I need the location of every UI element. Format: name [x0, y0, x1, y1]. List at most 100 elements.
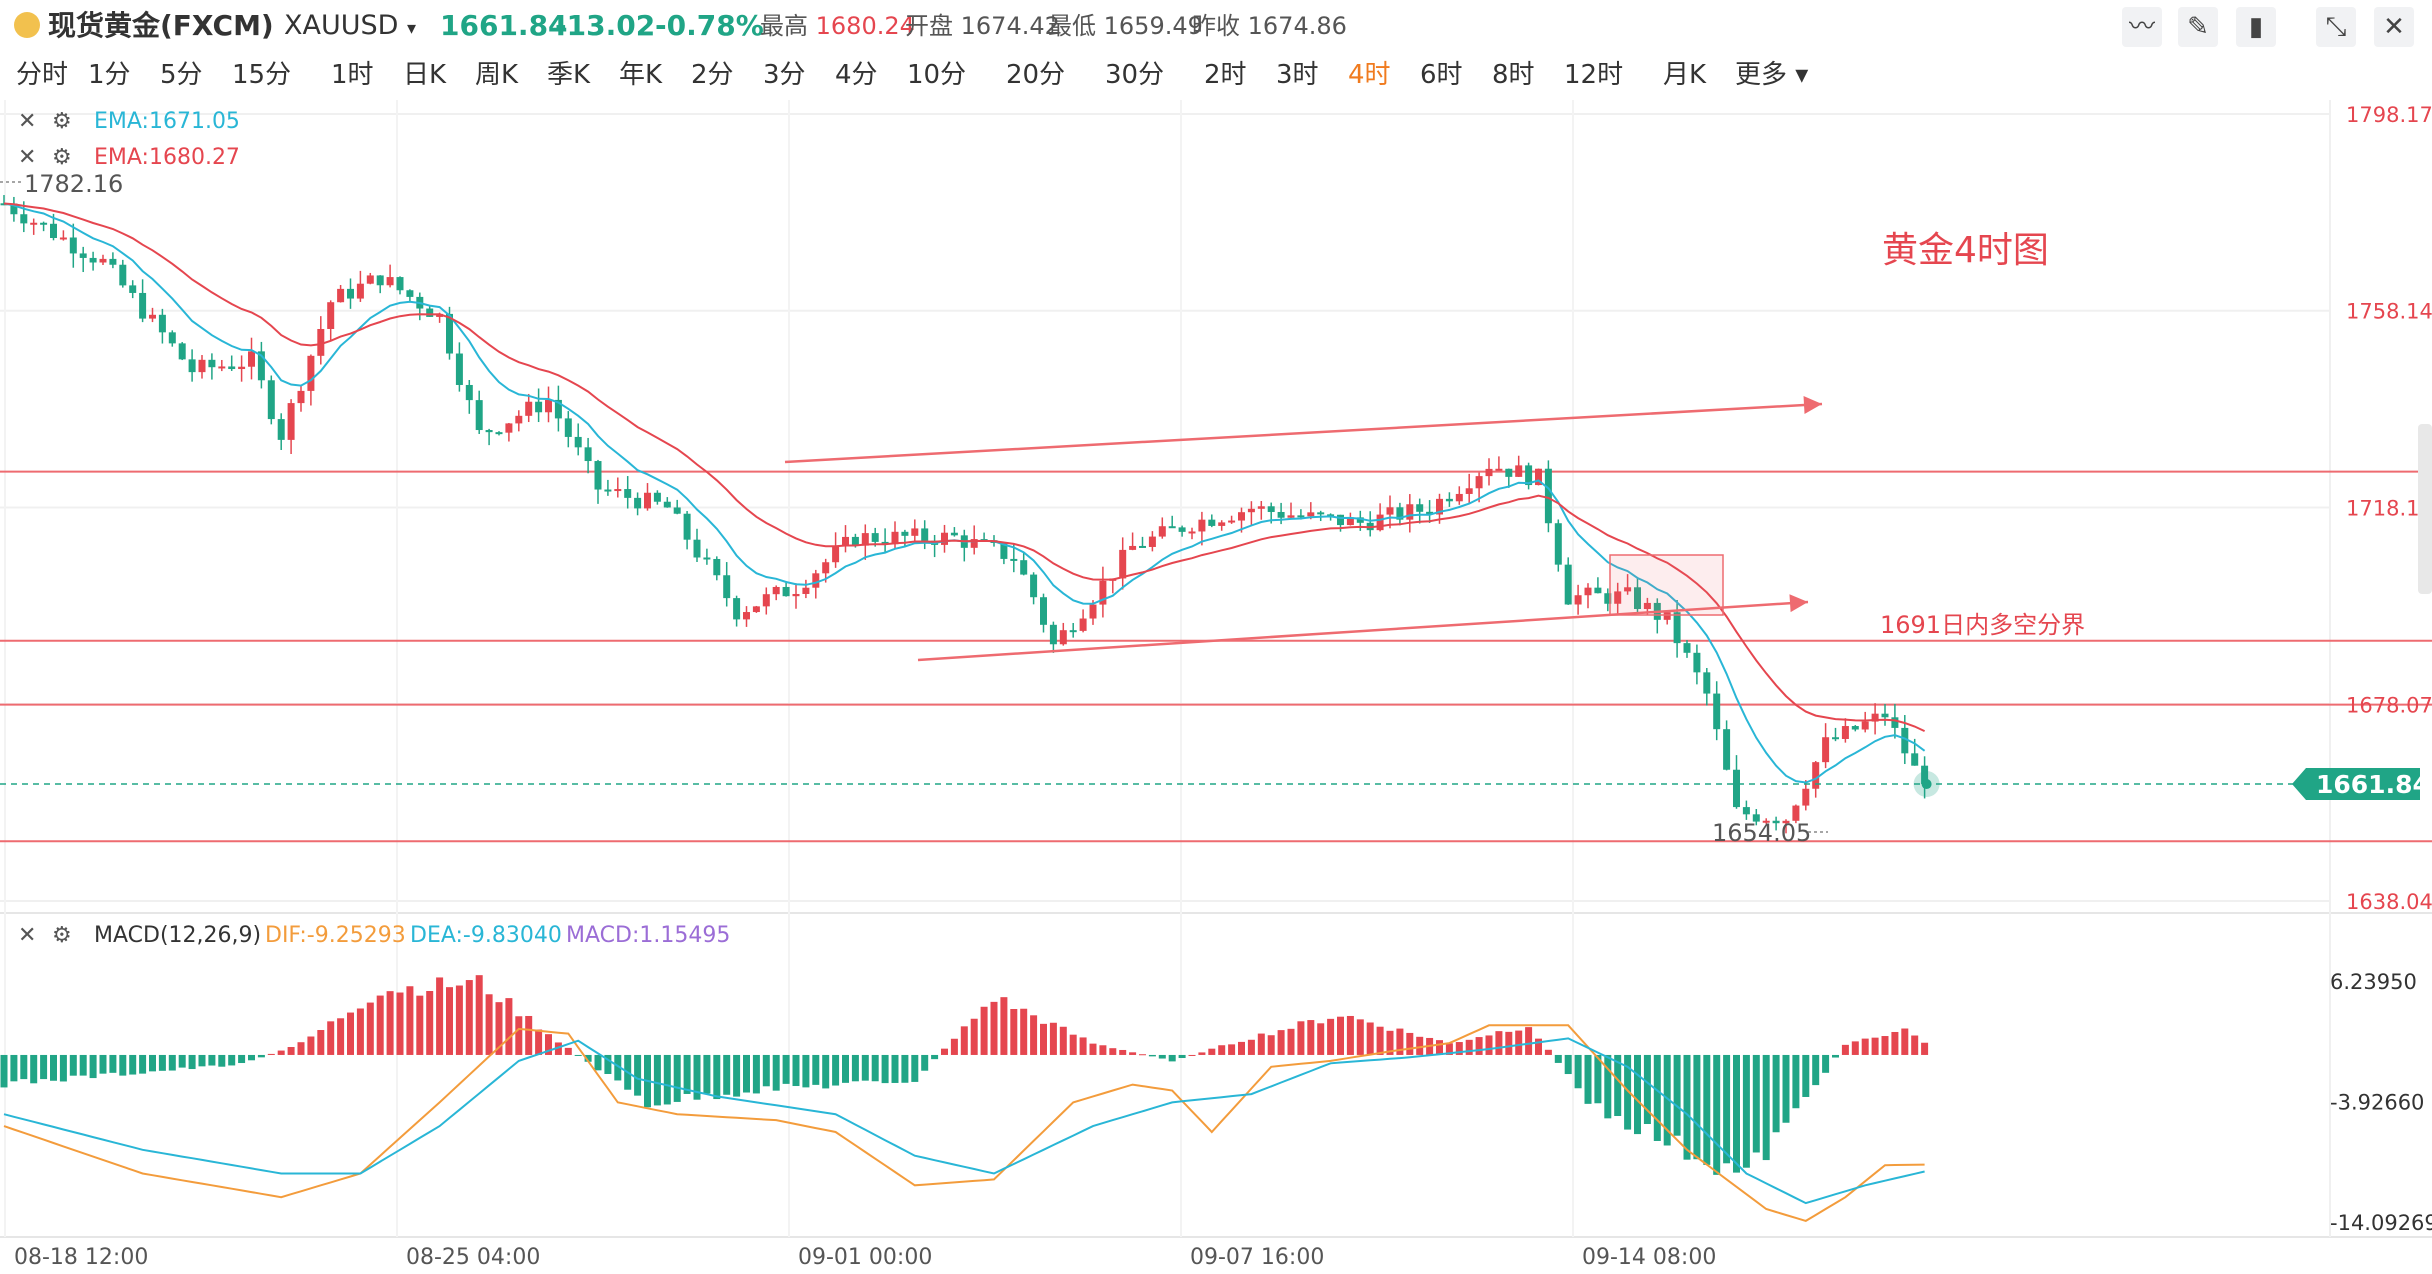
- period-1[interactable]: 1分: [88, 60, 131, 90]
- candle-body-159: [1574, 595, 1582, 605]
- candle-body-170: [1683, 643, 1691, 653]
- instrument-code[interactable]: XAUUSD ▾: [284, 10, 417, 41]
- candle-body-49: [485, 430, 493, 433]
- macd-bar-118: [1168, 1054, 1176, 1062]
- macd-bar-114: [1129, 1052, 1137, 1055]
- period-8[interactable]: 年K: [619, 60, 663, 90]
- candle-body-185: [1832, 737, 1839, 740]
- macd-bar-150: [1485, 1035, 1493, 1055]
- period-13[interactable]: 20分: [1006, 60, 1066, 90]
- candle-body-187: [1851, 726, 1859, 730]
- candle-body-50: [495, 432, 503, 435]
- macd-bar-100: [990, 1001, 998, 1055]
- macd-bar-184: [1822, 1054, 1830, 1073]
- time-axis-label-4: 09-14 08:00: [1582, 1245, 1716, 1270]
- macd-bar-152: [1505, 1031, 1513, 1055]
- period-14[interactable]: 30分: [1105, 60, 1165, 90]
- ema-fast-legend: EMA:1671.05: [94, 109, 240, 134]
- macd-bar-91: [901, 1054, 909, 1083]
- candle-icon[interactable]: ▮: [2236, 7, 2276, 47]
- instrument-name: 现货黄金(FXCM): [48, 9, 274, 42]
- candle-body-78: [772, 586, 780, 595]
- candle-body-171: [1693, 652, 1701, 673]
- expand-icon[interactable]: ⤡: [2316, 7, 2356, 47]
- macd-bar-107: [1059, 1026, 1067, 1055]
- macd-close-icon: ✕: [18, 923, 36, 948]
- macd-bar-2: [20, 1054, 28, 1080]
- period-9[interactable]: 2分: [691, 60, 734, 90]
- candle-body-31: [307, 355, 315, 391]
- period-7[interactable]: 季K: [547, 60, 591, 90]
- candle-body-22: [218, 366, 226, 369]
- candle-body-147: [1455, 493, 1463, 502]
- candle-body-52: [515, 415, 523, 424]
- macd-dea-legend: DEA:-9.83040: [410, 923, 562, 948]
- candle-body-127: [1257, 506, 1265, 509]
- pencil-icon[interactable]: ✎: [2178, 7, 2218, 47]
- candle-body-76: [752, 606, 760, 613]
- macd-bar-88: [871, 1054, 879, 1082]
- period-21[interactable]: 月K: [1663, 60, 1707, 90]
- period-19[interactable]: 8时: [1492, 60, 1535, 90]
- macd-axis-label-1: -3.92660: [2330, 1091, 2424, 1115]
- macd-bar-101: [1000, 997, 1008, 1055]
- upper-trend-line: [784, 402, 1823, 464]
- period-5[interactable]: 日K: [403, 60, 447, 90]
- macd-bar-187: [1851, 1041, 1859, 1055]
- period-3[interactable]: 15分: [232, 60, 292, 90]
- candle-body-51: [505, 423, 513, 433]
- macd-bar-47: [465, 980, 473, 1055]
- period-0[interactable]: 分时: [16, 60, 69, 90]
- macd-bar-132: [1307, 1020, 1315, 1055]
- period-6[interactable]: 周K: [475, 60, 519, 90]
- close-icon[interactable]: ✕: [2374, 7, 2414, 47]
- candle-body-181: [1792, 805, 1800, 821]
- candle-body-173: [1713, 693, 1721, 730]
- period-17[interactable]: 4时: [1348, 60, 1391, 90]
- macd-bar-58: [574, 1054, 582, 1056]
- period-18[interactable]: 6时: [1420, 60, 1463, 90]
- macd-bar-16: [158, 1054, 166, 1071]
- candle-body-182: [1802, 788, 1810, 806]
- period-15[interactable]: 2时: [1204, 60, 1247, 90]
- candle-body-131: [1297, 515, 1305, 518]
- candle-body-2: [20, 214, 28, 224]
- period-12[interactable]: 10分: [907, 60, 967, 90]
- period-2[interactable]: 5分: [160, 60, 203, 90]
- macd-bar-154: [1525, 1027, 1533, 1055]
- period-10[interactable]: 3分: [763, 60, 806, 90]
- macd-bar-18: [178, 1054, 186, 1068]
- macd-bar-40: [396, 992, 404, 1055]
- candle-body-123: [1218, 522, 1226, 526]
- candle-body-114: [1129, 545, 1137, 550]
- macd-axis-label-0: 6.23950: [2330, 970, 2417, 994]
- macd-bar-168: [1663, 1054, 1671, 1146]
- candle-body-26: [257, 351, 265, 381]
- period-22[interactable]: 更多 ▾: [1735, 60, 1809, 90]
- macd-bar-112: [1109, 1048, 1117, 1055]
- macd-bar-178: [1762, 1054, 1770, 1161]
- candle-body-81: [802, 587, 810, 594]
- macd-bar-117: [1158, 1054, 1166, 1059]
- macd-dif-line: [3, 1024, 1925, 1222]
- macd-bar-85: [842, 1054, 849, 1083]
- candle-body-64: [634, 497, 642, 509]
- line-chart-icon[interactable]: 〰: [2122, 7, 2162, 47]
- period-20[interactable]: 12时: [1564, 60, 1624, 90]
- period-11[interactable]: 4分: [835, 60, 878, 90]
- period-16[interactable]: 3时: [1276, 60, 1319, 90]
- candle-body-90: [891, 531, 899, 545]
- macd-bar-28: [277, 1050, 285, 1055]
- top-bar: 现货黄金(FXCM) XAUUSD ▾ 1661.84 -13.02 -0.78…: [0, 0, 2432, 52]
- period-4[interactable]: 1时: [331, 60, 374, 90]
- consolidation-box: [1609, 554, 1724, 616]
- macd-bar-99: [980, 1006, 988, 1055]
- macd-bar-0: [0, 1054, 8, 1088]
- macd-bar-191: [1891, 1031, 1899, 1055]
- macd-bar-72: [713, 1054, 721, 1100]
- macd-bar-66: [653, 1054, 661, 1106]
- price-axis-label-3: 1678.07: [2346, 693, 2432, 717]
- candle-body-141: [1396, 507, 1404, 520]
- macd-bar-14: [139, 1054, 147, 1074]
- candle-body-176: [1742, 807, 1750, 815]
